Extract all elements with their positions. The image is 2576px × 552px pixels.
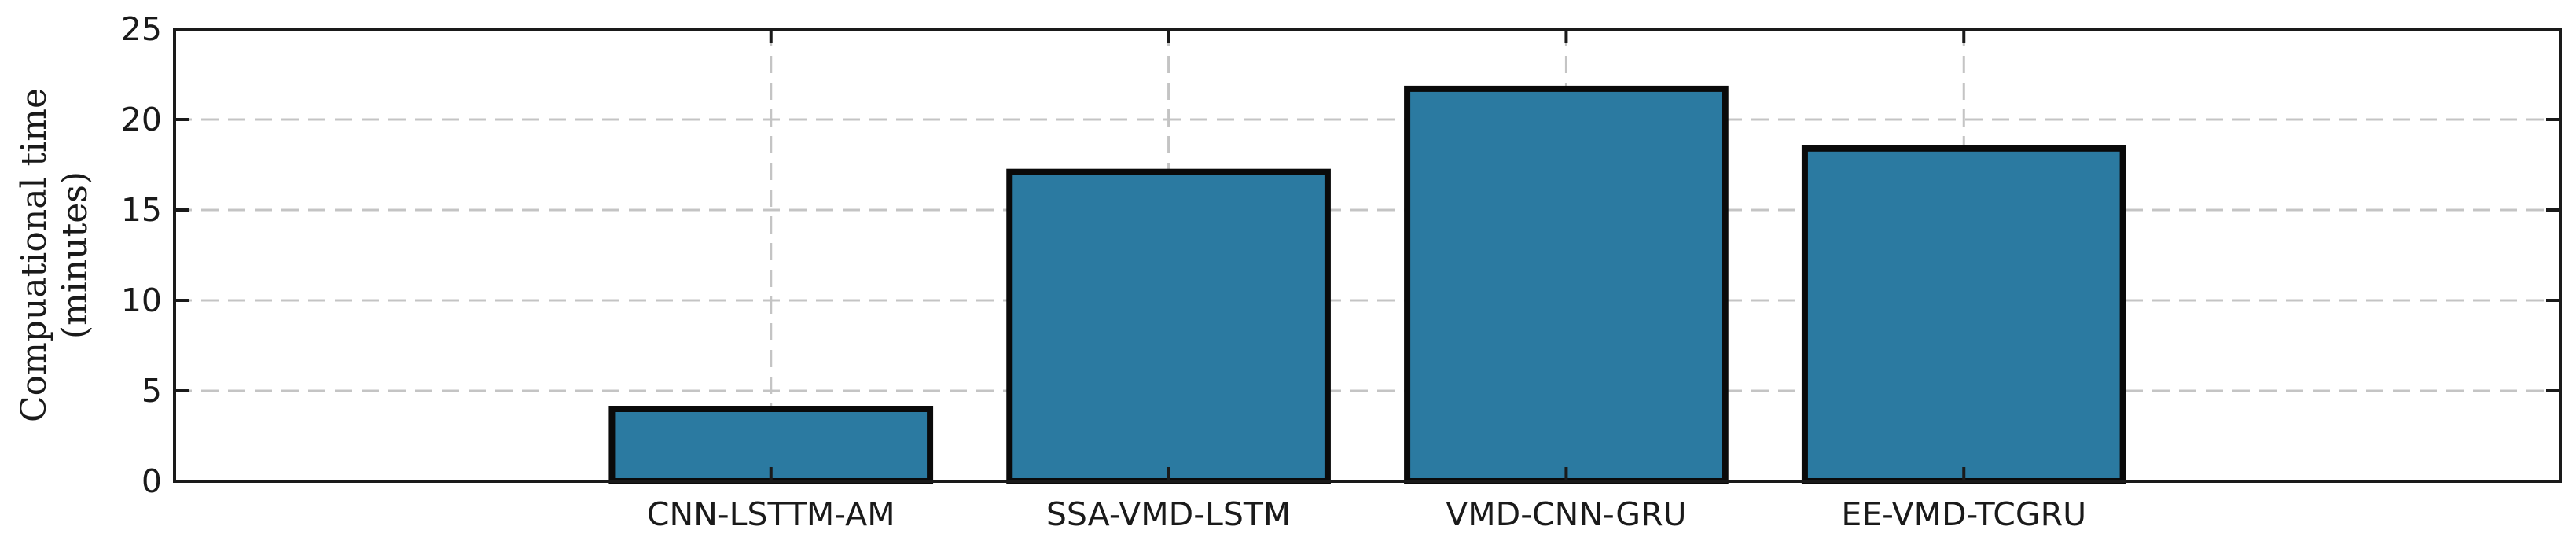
bar bbox=[1801, 145, 2126, 485]
axis-ticks bbox=[175, 28, 2560, 483]
bar bbox=[1006, 168, 1331, 484]
y-tick-label: 10 bbox=[121, 282, 162, 319]
y-axis-unit-label: (minutes) bbox=[55, 171, 95, 339]
y-tick-label: 5 bbox=[141, 372, 162, 410]
y-tick-label: 25 bbox=[121, 10, 162, 48]
y-tick-label: 15 bbox=[121, 191, 162, 229]
grid-lines bbox=[175, 29, 2560, 481]
x-tick-label: EE-VMD-TCGRU bbox=[1841, 495, 2086, 533]
y-tick-label: 0 bbox=[141, 462, 162, 500]
y-axis-label: Compuational time bbox=[14, 88, 54, 422]
bar bbox=[608, 406, 934, 484]
x-tick-label: VMD-CNN-GRU bbox=[1446, 495, 1686, 533]
x-tick-label: SSA-VMD-LSTM bbox=[1046, 495, 1291, 533]
x-tick-label: CNN-LSTTM-AM bbox=[647, 495, 895, 533]
bars bbox=[608, 85, 2126, 485]
bar bbox=[1404, 85, 1729, 485]
y-tick-label: 20 bbox=[121, 101, 162, 138]
tick-labels: 0 5 10 15 20 25 CNN-LSTTM-AM SSA-VMD-LSTM VMD-CN… bbox=[121, 10, 2086, 533]
plot-frame bbox=[173, 28, 2562, 483]
